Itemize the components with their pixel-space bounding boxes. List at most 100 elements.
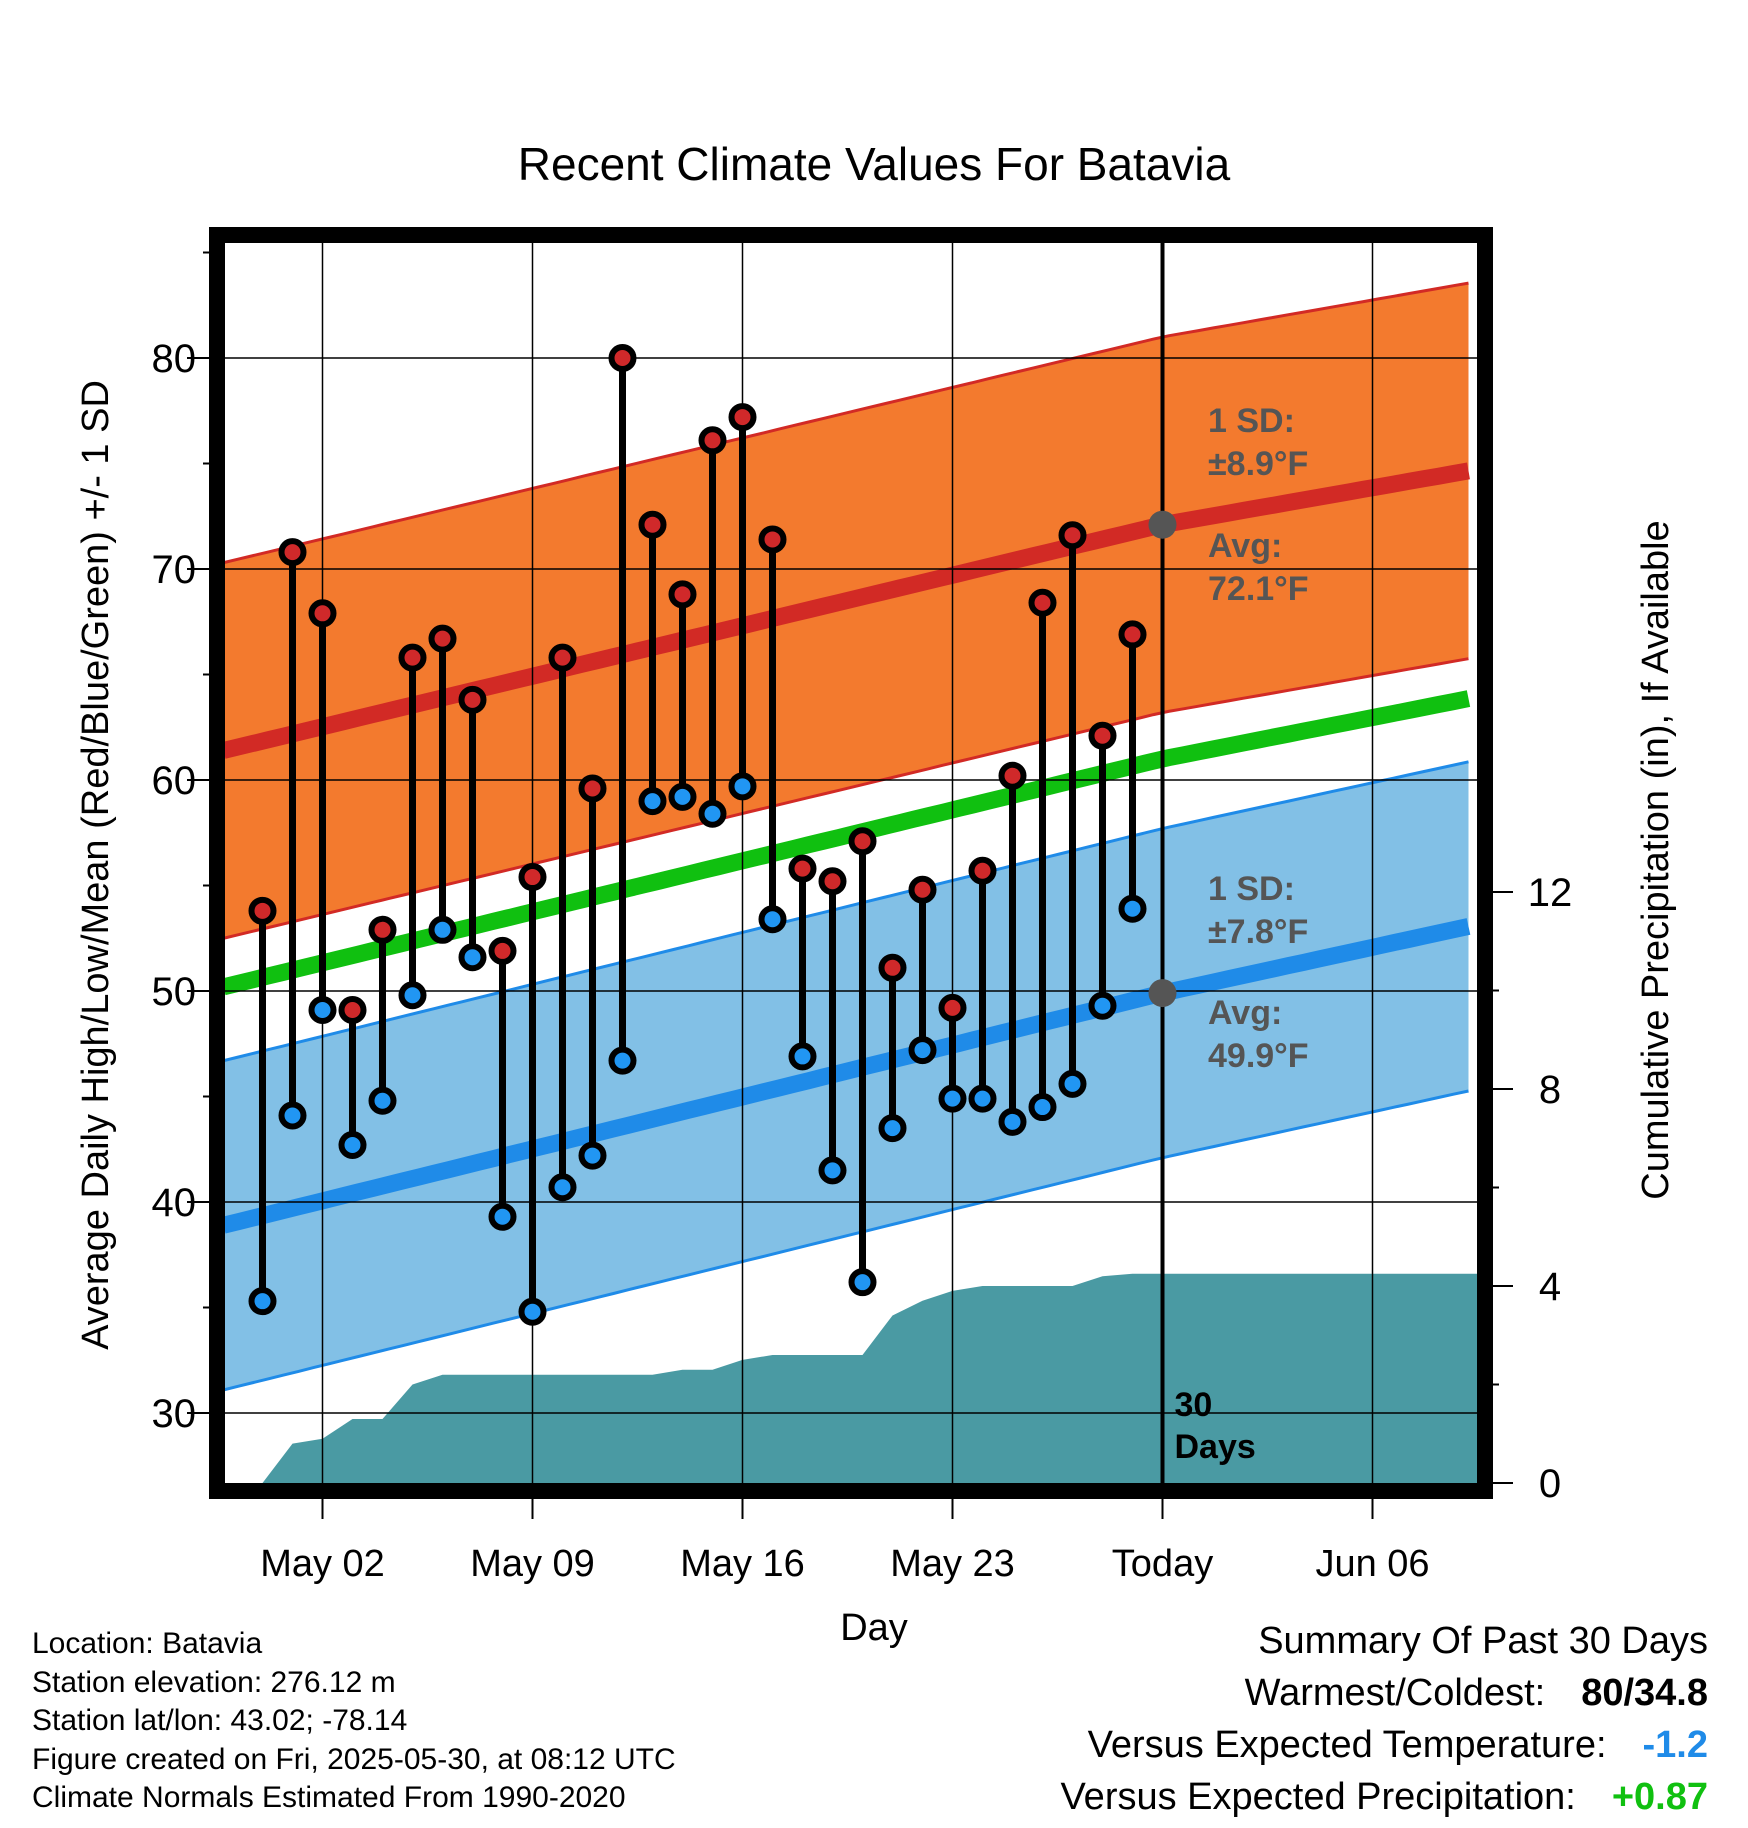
y-tick-label: 70 [152,548,197,592]
high-sd-label: 1 SD: [1208,402,1295,440]
daily-high-point [788,854,817,883]
low-sd-value: ±7.8°F [1208,913,1308,951]
daily-low-point [818,1156,847,1185]
today-high-avg-marker [1148,510,1177,539]
daily-high-point [1058,521,1087,550]
high-band-lower-edge [225,657,1469,940]
daily-high-point [368,915,397,944]
days-count: 30 [1175,1386,1213,1424]
daily-high-point [1088,721,1117,750]
daily-high-point [518,863,547,892]
low-sd-label: 1 SD: [1208,870,1295,908]
daily-low-point [788,1042,817,1071]
summary-precip-row: Versus Expected Precipitation: +0.87 [1060,1776,1708,1828]
daily-low-point [428,915,457,944]
high-band-upper-edge [225,281,1469,564]
warmest-value: 80/34.8 [1581,1672,1708,1714]
daily-low-point [368,1086,397,1115]
right-axis-ticks [1485,891,1513,1484]
daily-low-point [578,1141,607,1170]
high-avg-label: Avg: [1208,527,1282,565]
days-label: Days [1175,1428,1256,1466]
x-tick-label: May 16 [680,1543,805,1585]
summary-title: Summary Of Past 30 Days [1258,1620,1708,1662]
daily-low-point [308,995,337,1024]
daily-low-point [698,799,727,828]
daily-stems [248,344,1147,1326]
y-axis-title: Average Daily High/Low/Mean (Red/Blue/Gr… [75,380,117,1350]
today-low-avg-marker [1148,979,1177,1008]
daily-low-point [1058,1069,1087,1098]
y-tick-label: 80 [152,337,197,381]
high-sd-value: ±8.9°F [1208,445,1308,483]
created-text: Figure created on Fri, 2025-05-30, at 08… [32,1742,676,1776]
daily-high-point [668,580,697,609]
warmest-label: Warmest/Coldest: [1244,1672,1546,1714]
x-axis-ticks [321,1491,1374,1519]
y-tick-label: 30 [152,1392,197,1436]
y2-tick-label: 0 [1539,1462,1561,1506]
x-tick-label: May 02 [260,1543,385,1585]
daily-high-point [548,643,577,672]
daily-low-point [728,772,757,801]
daily-high-point [458,685,487,714]
x-tick-label: Today [1112,1543,1213,1585]
daily-high-point [428,624,457,653]
normals-text: Climate Normals Estimated From 1990-2020 [32,1781,626,1814]
daily-high-point [488,936,517,965]
daily-low-point [758,905,787,934]
x-tick-label: May 23 [890,1543,1015,1585]
precipitation-area [262,1273,1477,1483]
daily-low-point [548,1173,577,1202]
daily-low-point [248,1287,277,1316]
daily-low-point [278,1101,307,1130]
station-info: Location: Batavia Station elevation: 276… [32,1625,676,1818]
left-axis-ticks [187,251,217,1414]
daily-high-point [248,896,277,925]
temp-label: Versus Expected Temperature: [1087,1724,1607,1766]
annotations: 1 SD: ±8.9°F Avg: 72.1°F 1 SD: ±7.8°F Avg: 49.9… [1208,402,1309,1075]
daily-low-point [338,1131,367,1160]
temp-value: -1.2 [1642,1724,1708,1766]
daily-low-point [458,943,487,972]
y2-axis-title: Cumulative Precipitation (in), If Availa… [1635,520,1677,1199]
y-tick-label: 40 [152,1181,197,1225]
daily-low-point [518,1297,547,1326]
daily-high-point [818,867,847,896]
high-sd-band [225,283,1469,938]
daily-low-point [668,782,697,811]
daily-high-point [1028,588,1057,617]
daily-high-point [338,995,367,1024]
normal-low-line [225,918,1471,1234]
daily-low-point [1088,991,1117,1020]
daily-low-point [878,1114,907,1143]
daily-low-point [938,1084,967,1113]
daily-high-point [878,953,907,982]
daily-low-point [968,1084,997,1113]
plot-frame [209,227,1493,1499]
daily-high-point [308,599,337,628]
daily-low-point [1028,1093,1057,1122]
daily-high-point [698,426,727,455]
days-annotation: 30 Days [1175,1386,1256,1466]
low-avg-label: Avg: [1208,994,1282,1032]
daily-low-point [848,1268,877,1297]
location-text: Location: Batavia [32,1627,263,1660]
precip-value: +0.87 [1611,1776,1708,1818]
daily-high-point [638,510,667,539]
y2-tick-label: 12 [1528,871,1573,915]
y-tick-label: 60 [152,759,197,803]
daily-high-point [848,827,877,856]
daily-low-point [638,787,667,816]
x-tick-label: May 09 [470,1543,595,1585]
y2-tick-label: 4 [1539,1265,1561,1309]
daily-low-point [908,1036,937,1065]
daily-low-point [488,1202,517,1231]
precip-label: Versus Expected Precipitation: [1060,1776,1576,1818]
y-tick-label: 50 [152,970,197,1014]
x-axis-title: Day [840,1607,908,1649]
daily-high-point [608,344,637,372]
normal-high-line [225,462,1470,759]
daily-high-point [998,761,1027,790]
